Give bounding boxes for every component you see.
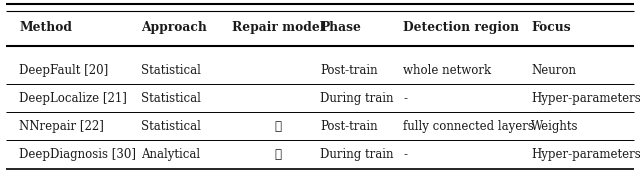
Text: -: - xyxy=(403,148,407,161)
Text: NNrepair [22]: NNrepair [22] xyxy=(19,120,104,133)
Text: Statistical: Statistical xyxy=(141,64,201,77)
Text: DeepLocalize [21]: DeepLocalize [21] xyxy=(19,92,127,105)
Text: DeepFault [20]: DeepFault [20] xyxy=(19,64,108,77)
Text: Focus: Focus xyxy=(531,21,571,34)
Text: ✓: ✓ xyxy=(275,148,282,161)
Text: Statistical: Statistical xyxy=(141,120,201,133)
Text: ✓: ✓ xyxy=(275,120,282,133)
Text: During train: During train xyxy=(320,148,394,161)
Text: Method: Method xyxy=(19,21,72,34)
Text: Hyper-parameters: Hyper-parameters xyxy=(531,148,640,161)
Text: Detection region: Detection region xyxy=(403,21,519,34)
Text: fully connected layers: fully connected layers xyxy=(403,120,534,133)
Text: -: - xyxy=(403,92,407,105)
Text: whole network: whole network xyxy=(403,64,492,77)
Text: Neuron: Neuron xyxy=(531,64,576,77)
Text: Hyper-parameters: Hyper-parameters xyxy=(531,92,640,105)
Text: Approach: Approach xyxy=(141,21,207,34)
Text: Repair model: Repair model xyxy=(232,21,324,34)
Text: Post-train: Post-train xyxy=(320,64,378,77)
Text: Phase: Phase xyxy=(320,21,361,34)
Text: Analytical: Analytical xyxy=(141,148,200,161)
Text: Post-train: Post-train xyxy=(320,120,378,133)
Text: During train: During train xyxy=(320,92,394,105)
Text: Weights: Weights xyxy=(531,120,579,133)
Text: DeepDiagnosis [30]: DeepDiagnosis [30] xyxy=(19,148,136,161)
Text: Statistical: Statistical xyxy=(141,92,201,105)
